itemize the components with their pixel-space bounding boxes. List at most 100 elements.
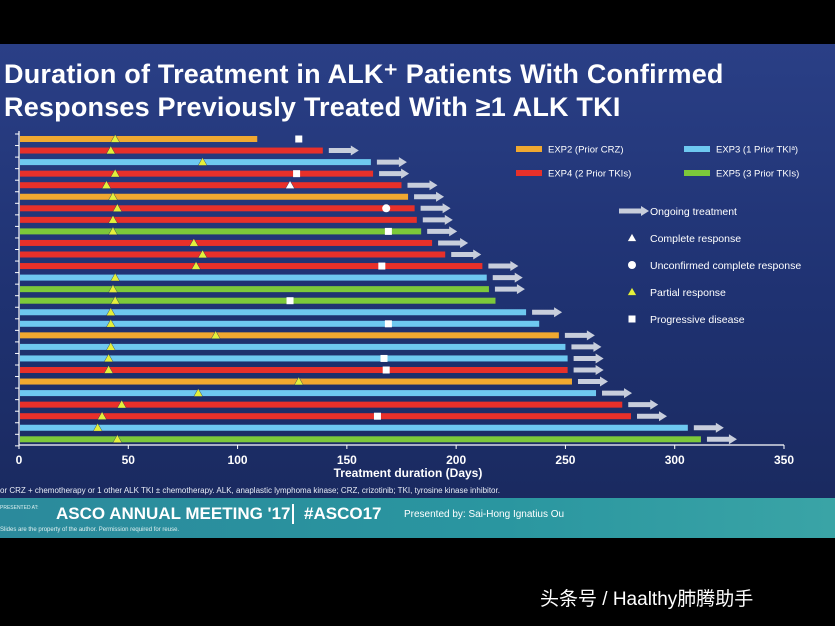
ongoing-arrow [422, 214, 453, 225]
partial-response-marker [105, 307, 116, 316]
ongoing-arrow [706, 434, 737, 445]
patient-bar [20, 390, 597, 397]
ongoing-arrow [637, 411, 667, 422]
partial-response-marker [197, 157, 208, 166]
title-line-1: Duration of Treatment in ALK⁺ Patients W… [4, 59, 724, 89]
x-tick-label: 0 [16, 453, 23, 467]
footer-band [0, 498, 835, 538]
legend-marker-label: Partial response [650, 287, 726, 299]
patient-bar [20, 286, 489, 293]
presented-at-label: PRESENTED AT: [0, 505, 39, 511]
partial-response-marker [191, 261, 201, 270]
x-tick-label: 200 [446, 453, 466, 467]
legend-marker-label: Unconfirmed complete response [650, 260, 801, 272]
progressive-disease-marker [295, 135, 303, 143]
partial-response-marker [210, 330, 221, 339]
partial-response-marker [103, 353, 114, 363]
x-tick-label: 150 [337, 453, 357, 467]
partial-response-marker [116, 399, 127, 409]
legend-complete-response [627, 233, 637, 242]
patient-bar [20, 401, 623, 408]
ongoing-arrow [407, 180, 438, 191]
ongoing-arrow [693, 422, 724, 433]
footer-disclaimer: Slides are the property of the author. P… [0, 527, 180, 533]
presenter-credit: Presented by: Sai-Hong Ignatius Ou [404, 509, 565, 520]
legend-swatch [516, 146, 542, 152]
unconfirmed-cr-marker [382, 204, 391, 213]
ongoing-arrow [427, 226, 458, 237]
partial-response-marker [110, 134, 121, 143]
progressive-disease-marker [382, 366, 390, 374]
ongoing-arrow [577, 376, 608, 387]
meeting-name: ASCO ANNUAL MEETING '17 [56, 504, 291, 523]
footnote: or CRZ + chemotherapy or 1 other ALK TKI… [0, 486, 500, 495]
patient-bar [20, 274, 487, 281]
legend-group-label: EXP3 (1 Prior TKIᵃ) [716, 145, 798, 156]
legend-swatch [684, 170, 710, 176]
partial-response-marker [197, 249, 208, 259]
x-axis-label: Treatment duration (Days) [334, 466, 483, 480]
patient-bar [20, 182, 402, 189]
legend-group-label: EXP2 (Prior CRZ) [548, 145, 623, 156]
ongoing-arrow [564, 330, 595, 341]
ongoing-arrow [414, 191, 445, 202]
x-tick-label: 300 [665, 453, 685, 467]
progressive-disease-marker [373, 412, 381, 420]
progressive-disease-marker [384, 320, 392, 328]
ongoing-arrow [451, 249, 482, 260]
partial-response-marker [110, 272, 121, 282]
legend-group-label: EXP5 (3 Prior TKIs) [716, 169, 799, 180]
patient-bar [20, 251, 446, 258]
ongoing-arrow [492, 272, 523, 283]
patient-bar [20, 355, 568, 362]
partial-response-marker [110, 295, 121, 305]
legend-swatch [684, 146, 710, 152]
x-tick-label: 50 [122, 453, 136, 467]
progressive-disease-marker [378, 262, 386, 270]
legend-unconfirmed-cr [628, 261, 636, 269]
ongoing-arrow [532, 307, 563, 318]
partial-response-marker [108, 191, 118, 201]
partial-response-marker [101, 180, 112, 189]
patient-bar [20, 424, 688, 431]
x-tick-label: 100 [228, 453, 248, 467]
patient-bar [20, 147, 323, 154]
partial-response-marker [105, 145, 116, 155]
partial-response-marker [105, 318, 116, 328]
partial-response-marker [112, 203, 123, 212]
legend-ongoing-arrow [619, 206, 649, 216]
ongoing-arrow [328, 145, 359, 156]
ongoing-arrow [420, 203, 451, 214]
ongoing-arrow [379, 168, 410, 179]
patient-bar [20, 228, 422, 235]
ongoing-arrow [602, 388, 633, 399]
patient-bar [20, 216, 417, 223]
ongoing-arrow [438, 237, 469, 248]
patient-bar [20, 263, 483, 270]
patient-bar [20, 436, 701, 443]
patient-bar [20, 367, 568, 373]
ongoing-arrow [488, 261, 519, 272]
chart-title: Duration of Treatment in ALK⁺ Patients W… [4, 58, 784, 124]
patient-bar [20, 309, 527, 316]
slide-background [0, 44, 835, 498]
ongoing-arrow [494, 284, 525, 295]
partial-response-marker [103, 365, 114, 374]
partial-response-marker [105, 341, 116, 351]
partial-response-marker [92, 422, 103, 432]
legend-partial-response [627, 287, 637, 296]
progressive-disease-marker [286, 297, 294, 305]
complete-response-marker [285, 180, 295, 189]
patient-bar [20, 332, 559, 339]
legend-group-label: EXP4 (2 Prior TKIs) [548, 169, 631, 180]
patient-bar [20, 343, 566, 350]
swimmer-plot: 0 50 100 150 200 250 300 350 Treatment duration … [15, 131, 801, 480]
legend-marker-label: Complete response [650, 233, 741, 245]
title-line-2: Responses Previously Treated With ≥1 ALK… [4, 92, 621, 122]
partial-response-marker [193, 388, 204, 397]
partial-response-marker [108, 226, 118, 235]
partial-response-marker [108, 284, 118, 293]
patient-bar [20, 170, 374, 177]
progressive-disease-marker [293, 170, 301, 178]
partial-response-marker [189, 238, 199, 247]
